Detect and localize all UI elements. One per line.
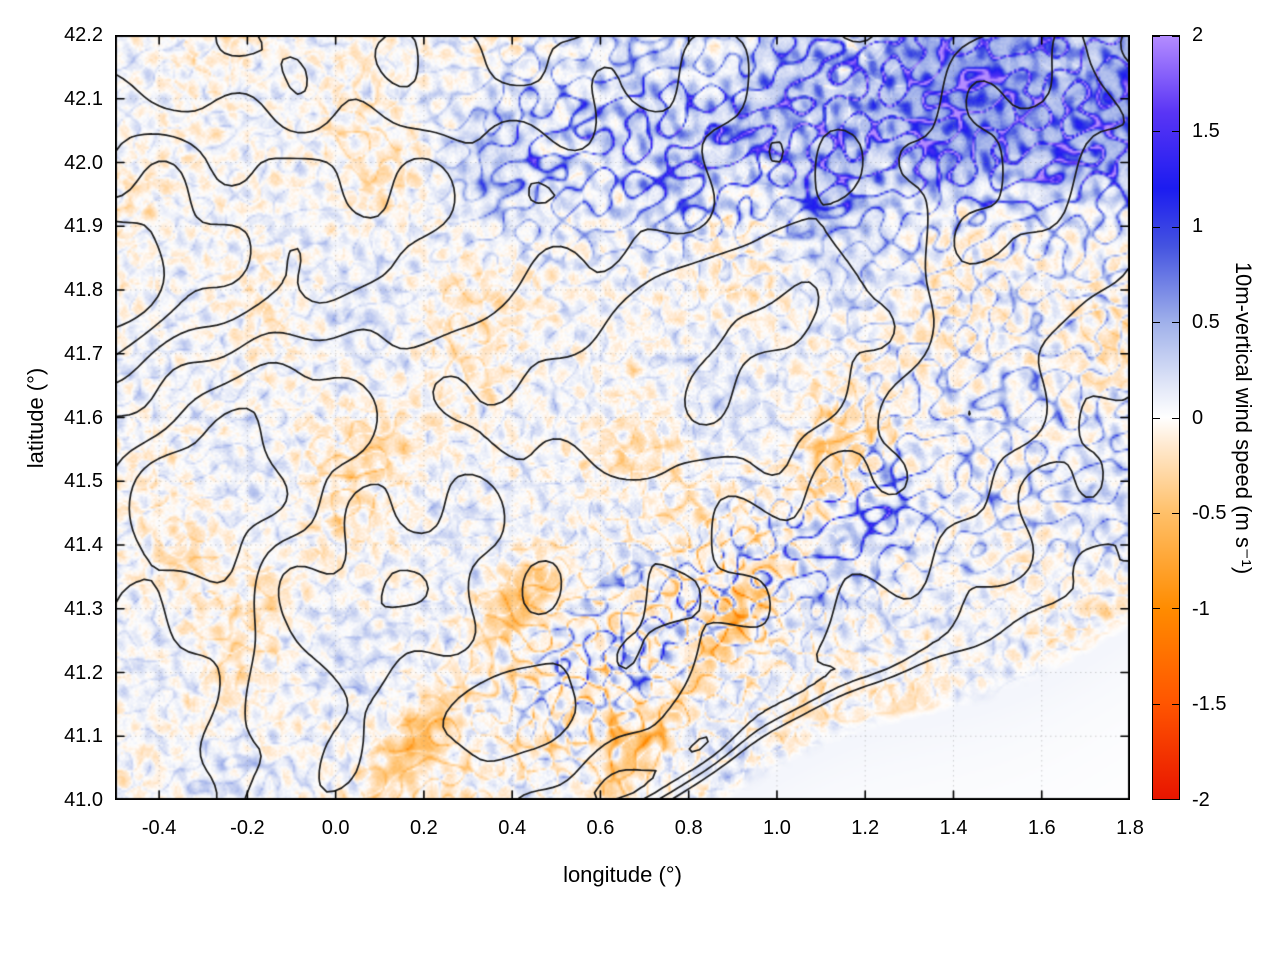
colorbar-tick: [1153, 226, 1160, 228]
x-tick-label: 0.2: [410, 817, 438, 839]
colorbar-tick: [1153, 799, 1160, 800]
y-tick-label: 41.4: [64, 534, 103, 556]
colorbar-tick: [1172, 226, 1179, 228]
y-tick-label: 41.7: [64, 342, 103, 365]
colorbar-tick-label: -0.5: [1192, 502, 1227, 525]
colorbar-tick: [1153, 703, 1160, 705]
x-tick-label: 1.0: [763, 817, 791, 839]
colorbar-tick: [1172, 131, 1179, 133]
y-tick-label: 41.8: [64, 279, 103, 301]
x-tick-label: 1.4: [939, 817, 968, 839]
colorbar-tick: [1153, 36, 1160, 37]
colorbar-tick: [1153, 131, 1160, 133]
plot-area: [115, 35, 1130, 800]
y-tick-label: 42.2: [64, 24, 103, 46]
y-tick-label: 42.0: [64, 151, 103, 174]
heatmap-canvas: [115, 35, 1130, 800]
y-tick-label: 41.3: [64, 597, 103, 620]
colorbar-title: 10m-vertical wind speed (m s⁻¹): [1231, 261, 1256, 574]
colorbar-tick-label: -1: [1192, 597, 1210, 620]
y-tick-label: 41.2: [64, 661, 103, 684]
x-tick-label: 1.8: [1116, 817, 1144, 839]
colorbar-tick-label: -2: [1192, 789, 1210, 811]
colorbar-tick: [1172, 512, 1179, 514]
x-tick-label: 0.8: [674, 817, 703, 839]
colorbar-tick: [1172, 417, 1179, 419]
x-tick-label: 1.6: [1027, 817, 1056, 839]
x-tick-label: 0.4: [498, 817, 527, 839]
x-tick-label: -0.4: [141, 817, 177, 839]
colorbar-tick: [1153, 417, 1160, 419]
y-tick-label: 42.1: [64, 87, 103, 110]
colorbar-tick-label: 1: [1192, 215, 1204, 238]
colorbar-tick-label: 1.5: [1192, 119, 1220, 142]
colorbar-tick: [1172, 322, 1179, 324]
x-tick-label: 0.6: [586, 817, 615, 839]
colorbar: [1152, 35, 1180, 800]
y-tick-label: 41.0: [64, 789, 103, 811]
colorbar-tick: [1172, 703, 1179, 705]
x-tick-label: -0.2: [230, 817, 265, 839]
colorbar-tick-label: -1.5: [1192, 693, 1227, 716]
colorbar-tick: [1172, 799, 1179, 800]
colorbar-tick: [1172, 608, 1179, 610]
colorbar-tick: [1172, 36, 1179, 37]
colorbar-tick: [1153, 322, 1160, 324]
y-tick-label: 41.6: [64, 406, 103, 429]
y-tick-label: 41.1: [64, 725, 103, 748]
y-tick-label: 41.5: [64, 470, 103, 493]
colorbar-tick-label: 2: [1192, 24, 1204, 46]
y-axis-title: latitude (°): [23, 367, 48, 468]
x-tick-label: 0.0: [321, 817, 350, 839]
x-tick-label: 1.2: [851, 817, 880, 839]
colorbar-tick: [1153, 608, 1160, 610]
y-tick-label: 41.9: [64, 215, 103, 238]
colorbar-tick: [1153, 512, 1160, 514]
x-axis-title: longitude (°): [563, 862, 682, 887]
colorbar-tick-label: 0.5: [1192, 310, 1220, 333]
colorbar-tick-label: 0: [1192, 406, 1204, 429]
